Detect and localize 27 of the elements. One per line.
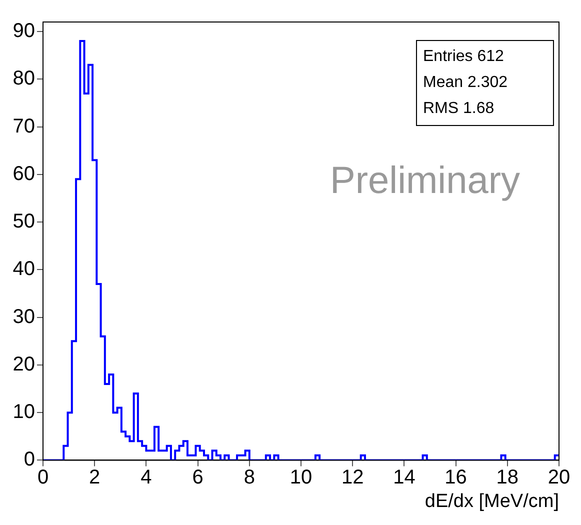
y-tick-label: 30 [12,306,35,328]
x-tick-label: 10 [290,466,312,489]
x-tick-label: 6 [192,466,204,489]
y-tick-label: 10 [12,401,35,424]
annotation: Entries 612 [423,47,505,67]
y-tick-label: 50 [12,210,35,233]
x-axis-title: dE/dx [MeV/cm] [424,490,559,512]
x-tick-label: 20 [548,466,570,489]
x-tick-label: 0 [37,466,49,489]
y-tick-label: 90 [12,20,35,42]
x-tick-label: 12 [341,466,364,489]
y-tick-label: 20 [12,353,35,376]
stats-box: Entries 612 Mean 2.302 RMS 1.68 [416,40,554,126]
y-tick-label: 40 [12,258,35,280]
annotation: RMS 1.68 [423,99,496,119]
annotation: Mean 2.302 [423,73,509,93]
x-tick-label: 8 [244,466,255,489]
y-tick-label: 70 [12,115,35,138]
annotation: Preliminary [330,160,520,203]
x-tick-label: 4 [140,466,152,489]
y-tick-label: 80 [12,68,35,90]
y-tick-label: 0 [24,448,35,471]
x-tick-label: 2 [89,466,100,489]
y-tick-label: 60 [12,162,35,185]
x-tick-label: 18 [496,466,519,489]
x-tick-label: 16 [444,466,467,489]
x-tick-label: 14 [393,466,416,489]
